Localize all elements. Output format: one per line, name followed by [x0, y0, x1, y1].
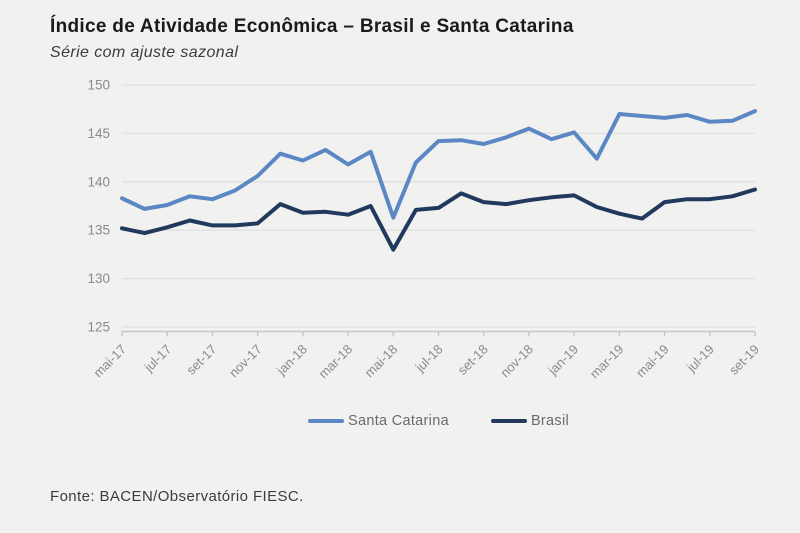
chart-subtitle: Série com ajuste sazonal: [50, 44, 239, 61]
svg-text:mar-19: mar-19: [587, 342, 627, 382]
svg-text:jul-18: jul-18: [412, 342, 446, 376]
series-line-santa-catarina: [120, 109, 757, 220]
legend-item-santa-catarina: Santa Catarina: [308, 413, 449, 429]
svg-text:mai-18: mai-18: [362, 342, 401, 381]
x-axis: mai-17 jul-17 set-17 nov-17 jan-18 mar-18 mai-…: [90, 330, 762, 382]
legend-label-brasil: Brasil: [530, 413, 569, 429]
svg-text:nov-17: nov-17: [226, 342, 265, 381]
svg-text:145: 145: [87, 126, 110, 141]
svg-text:150: 150: [87, 78, 110, 93]
source-note: Fonte: BACEN/Observatório FIESC.: [50, 488, 304, 505]
svg-text:set-19: set-19: [726, 342, 762, 378]
svg-text:jan-19: jan-19: [544, 342, 581, 379]
svg-text:mai-17: mai-17: [90, 342, 129, 381]
gridlines: [122, 84, 755, 328]
svg-text:mai-19: mai-19: [633, 342, 672, 381]
legend-line-swatch-santa-catarina: [308, 419, 344, 423]
chart-title: Índice de Atividade Econômica – Brasil e…: [50, 16, 574, 37]
chart-legend: Santa Catarina Brasil: [122, 408, 755, 434]
svg-text:140: 140: [87, 174, 110, 189]
svg-text:jan-18: jan-18: [273, 342, 310, 379]
svg-text:set-17: set-17: [183, 342, 219, 378]
svg-text:set-18: set-18: [455, 342, 491, 378]
legend-label-santa-catarina: Santa Catarina: [348, 413, 449, 429]
svg-text:jul-17: jul-17: [141, 342, 175, 376]
svg-text:125: 125: [87, 320, 110, 335]
series-line-brasil: [120, 187, 757, 252]
y-axis-labels: 150 145 140 135 130 125: [87, 78, 110, 335]
legend-item-brasil: Brasil: [490, 413, 569, 429]
svg-text:jul-19: jul-19: [683, 342, 717, 376]
svg-text:135: 135: [87, 223, 110, 238]
legend-line-swatch-brasil: [490, 419, 527, 423]
svg-text:nov-18: nov-18: [497, 342, 536, 381]
svg-text:130: 130: [87, 271, 110, 286]
svg-text:mar-18: mar-18: [315, 342, 355, 382]
